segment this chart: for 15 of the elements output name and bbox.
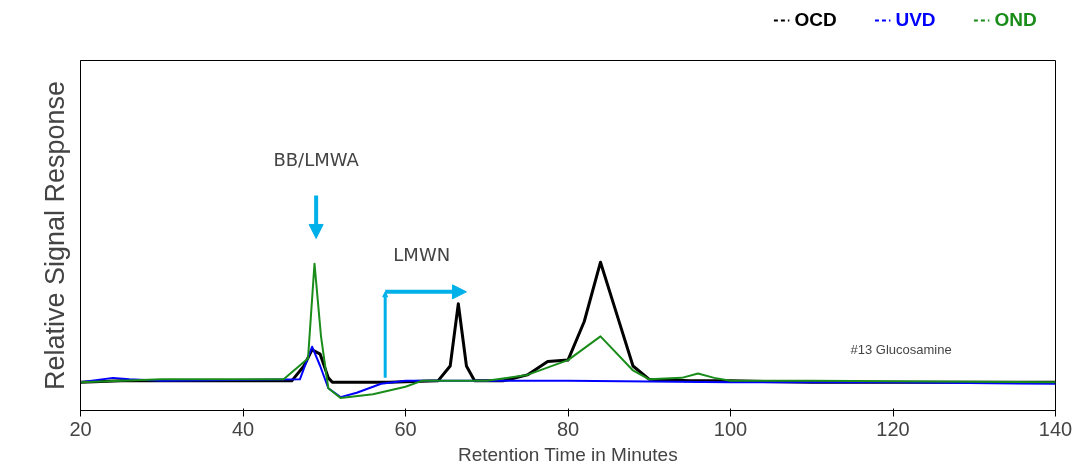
annotation: #13 Glucosamine: [850, 342, 952, 358]
legend-label: OCD: [794, 9, 837, 31]
x-tick-label: 60: [394, 417, 417, 440]
x-tick-label: 100: [713, 417, 748, 440]
x-tick-label: 40: [231, 417, 255, 440]
x-tick-label: 120: [876, 417, 910, 440]
x-tick-label: 20: [69, 417, 92, 440]
legend-label: OND: [994, 9, 1037, 31]
text: BB/LMWA: [273, 149, 360, 171]
y-axis-title: Relative Signal Response: [39, 80, 70, 391]
x-tick-label: 80: [556, 417, 580, 440]
annotation: LMWN: [393, 244, 451, 266]
x-tick-label: 140: [1038, 417, 1073, 440]
legend-label: UVD: [895, 9, 936, 31]
x-axis-title: Retention Time in Minutes: [458, 443, 678, 465]
